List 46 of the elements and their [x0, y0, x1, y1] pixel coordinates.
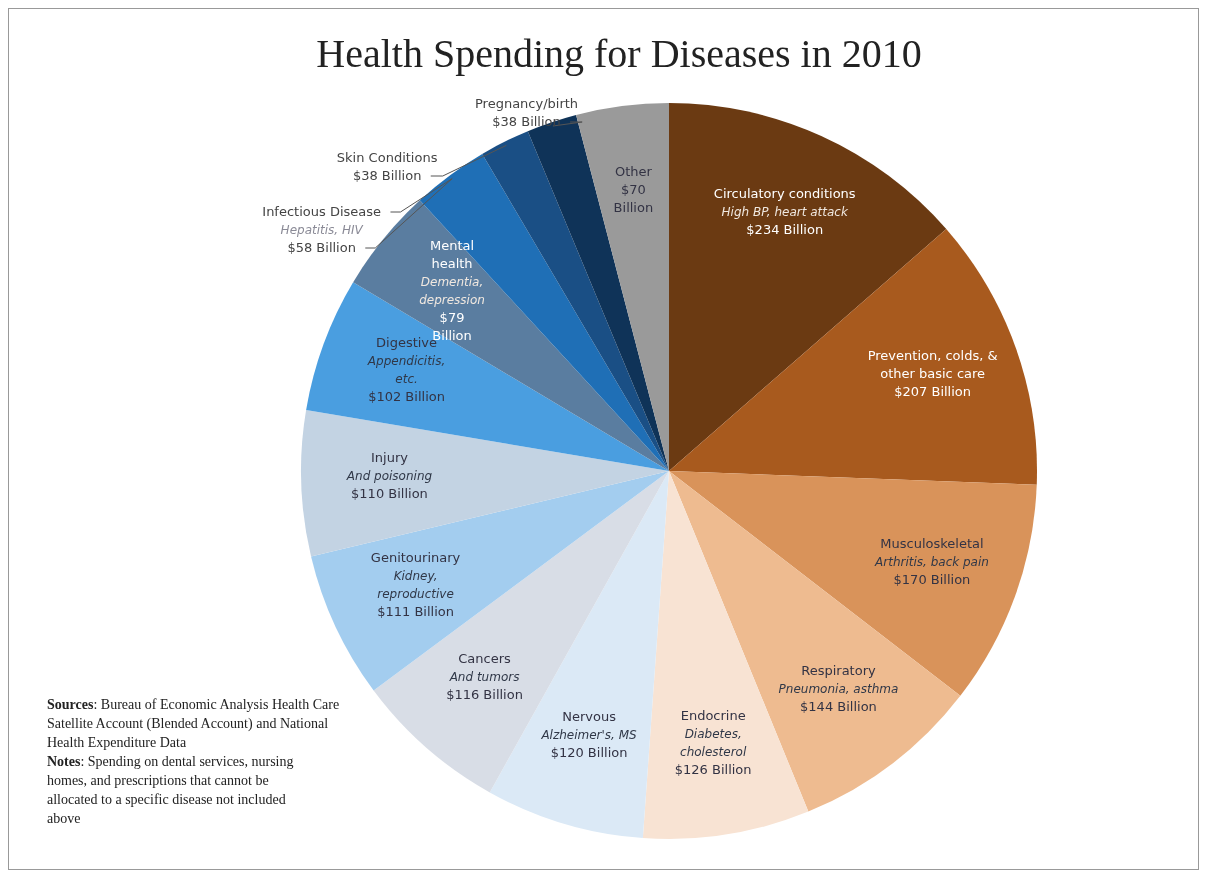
- slice-label: Other: [614, 163, 653, 179]
- data-label: $38 Billion: [492, 114, 561, 129]
- text: And tumors: [449, 670, 520, 685]
- pie-slice: [576, 103, 669, 471]
- pie-slice: [482, 131, 669, 471]
- data-label: $102 Billion: [368, 389, 445, 405]
- slice-label: Circulatory conditions: [713, 186, 856, 202]
- slice-label: Injury: [370, 450, 409, 466]
- slice-label: Genitourinary: [370, 550, 461, 566]
- slice-label: Musculoskeletal: [880, 536, 984, 552]
- data-label: $126 Billion: [674, 762, 752, 778]
- data-label: $144 Billion: [800, 699, 877, 715]
- text: Notes: Spending on dental services, nursing homes, and prescriptions that cannot be allocated to a specific disease not included above: [47, 754, 294, 826]
- slice-label: Mental health: [429, 237, 475, 271]
- source-note: Sources: Bureau of Economic Analysis Health Care Satellite Account (Blended Account) and National Health Expenditure Data: [47, 697, 340, 750]
- data-label: $38 Billion: [352, 168, 422, 183]
- slice-label: Nervous: [562, 709, 617, 725]
- pie-slice: [311, 471, 669, 691]
- data-label: $170 Billion: [893, 572, 971, 588]
- text: High BP, heart attack: [721, 205, 848, 220]
- text: Hepatitis, HIV: [280, 223, 363, 237]
- text: Dementia, depression: [419, 274, 485, 307]
- data-label: $110 Billion: [351, 486, 428, 502]
- data-label: $234 Billion: [746, 222, 824, 238]
- data-label: $120 Billion: [550, 745, 628, 761]
- data-label: $111 Billion: [377, 604, 454, 620]
- slice-label: Endocrine: [680, 708, 746, 724]
- text: Diabetes, cholesterol: [680, 727, 747, 760]
- slice-label: Infectious Disease: [262, 204, 382, 219]
- data-label: $58 Billion: [287, 240, 356, 255]
- slice-label: Pregnancy/birth: [474, 96, 579, 111]
- text: Kidney, reproductive: [377, 569, 454, 602]
- chart-title: Health Spending for Diseases in 2010: [316, 31, 922, 76]
- text: Alzheimer's, MS: [541, 728, 637, 743]
- data-label: $116 Billion: [446, 687, 523, 703]
- text: Pneumonia, asthma: [778, 682, 899, 697]
- slice-label: Skin Conditions: [336, 150, 438, 165]
- slice-label: Prevention, colds, & other basic care: [867, 347, 998, 381]
- slice-label: Cancers: [458, 651, 512, 667]
- data-label: $207 Billion: [894, 383, 972, 399]
- data-label: $70 Billion: [613, 181, 654, 215]
- text: And poisoning: [346, 469, 433, 484]
- pie-slice: [669, 471, 1037, 696]
- slice-label: Respiratory: [801, 663, 877, 679]
- text: Appendicitis, etc.: [367, 354, 446, 387]
- text: Arthritis, back pain: [875, 555, 989, 570]
